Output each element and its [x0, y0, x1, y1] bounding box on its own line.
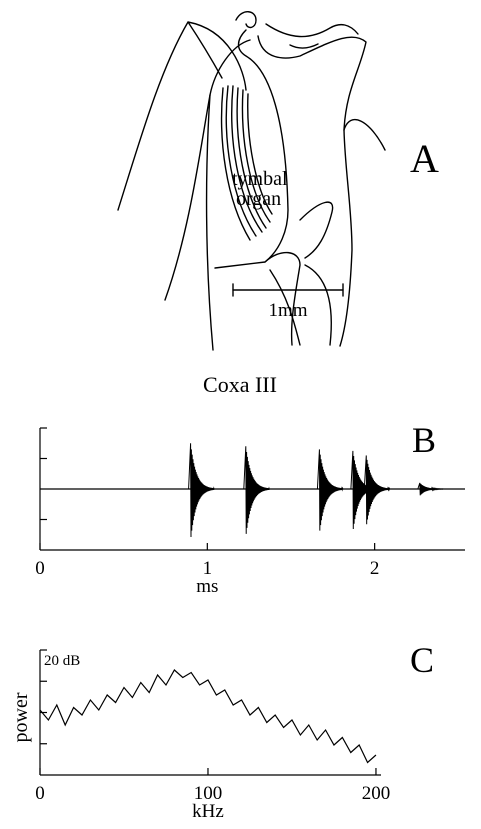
figure: tymbal organ 1mm Coxa III A B C 012ms010…: [0, 0, 481, 829]
x-tick-label: 0: [35, 783, 45, 804]
burst: [418, 483, 444, 496]
spectrum-line: [40, 670, 376, 763]
tymbal-striations: [222, 86, 272, 240]
panel-label: C: [410, 640, 434, 680]
scale-bar-label: 1mm: [268, 300, 307, 321]
y-axis-label: power: [10, 692, 32, 742]
x-axis-label: kHz: [192, 801, 224, 822]
panel-label: B: [412, 420, 436, 460]
x-tick-label: 2: [370, 558, 380, 579]
x-axis-label: ms: [196, 576, 218, 597]
burst: [244, 446, 270, 534]
caption: Coxa III: [203, 372, 277, 397]
panel-label: A: [410, 136, 439, 181]
annotation: tymbal: [232, 168, 288, 190]
burst: [364, 455, 390, 524]
annotation: 20 dB: [44, 653, 80, 669]
x-tick-label: 200: [362, 783, 391, 804]
burst: [317, 449, 343, 530]
annotation: organ: [236, 188, 281, 210]
x-tick-label: 0: [35, 558, 45, 579]
burst: [189, 443, 215, 537]
